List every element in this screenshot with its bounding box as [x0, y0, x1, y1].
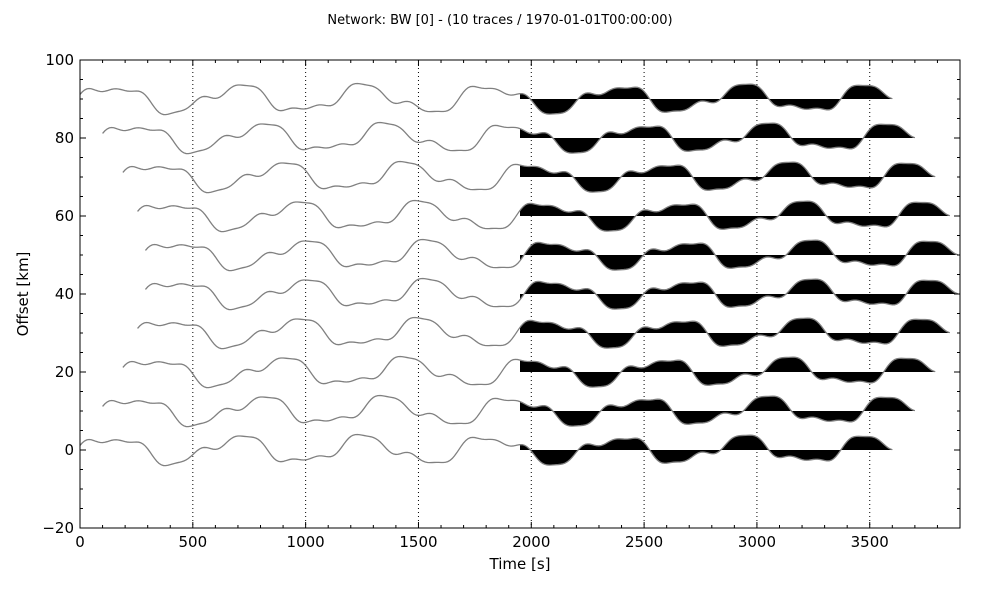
y-tick-label: −20 — [42, 519, 74, 537]
trace-fill — [520, 84, 893, 115]
y-tick-label: 80 — [55, 129, 74, 147]
trace-line — [102, 121, 916, 155]
y-axis-label: Offset [km] — [14, 252, 32, 337]
x-tick-label: 2000 — [512, 533, 550, 551]
x-tick-label: 500 — [179, 533, 208, 551]
y-tick-label: 0 — [64, 441, 74, 459]
trace-line — [102, 394, 916, 428]
trace-fill — [520, 435, 893, 466]
y-tick-label: 60 — [55, 207, 74, 225]
x-tick-label: 2500 — [625, 533, 663, 551]
trace-line — [137, 316, 951, 350]
chart-title: Network: BW [0] - (10 traces / 1970-01-0… — [327, 13, 672, 28]
trace-line — [122, 160, 936, 194]
x-tick-label: 0 — [75, 533, 85, 551]
trace-line — [122, 355, 936, 389]
trace-fill — [520, 279, 958, 310]
x-tick-label: 3000 — [738, 533, 776, 551]
x-tick-label: 3500 — [851, 533, 889, 551]
trace-line — [137, 199, 951, 233]
axis-ticks: 0 500 1000 1500 2000 2500 3000 3500−20020406080… — [42, 51, 960, 551]
trace-line — [79, 433, 893, 467]
trace-fill — [520, 396, 915, 427]
x-tick-label: 1000 — [287, 533, 325, 551]
trace-line — [144, 277, 958, 311]
x-tick-label: 1500 — [399, 533, 437, 551]
y-tick-label: 20 — [55, 363, 74, 381]
traces — [79, 82, 958, 467]
trace-fill — [520, 357, 936, 388]
trace-line — [144, 238, 958, 272]
trace-fill — [520, 162, 936, 193]
trace-fill — [520, 201, 950, 232]
y-tick-label: 100 — [45, 51, 74, 69]
trace-fill — [520, 240, 958, 271]
y-tick-label: 40 — [55, 285, 74, 303]
trace-fill — [520, 318, 950, 349]
trace-fill — [520, 123, 915, 154]
trace-line — [79, 82, 893, 116]
x-axis-label: Time [s] — [489, 555, 551, 573]
